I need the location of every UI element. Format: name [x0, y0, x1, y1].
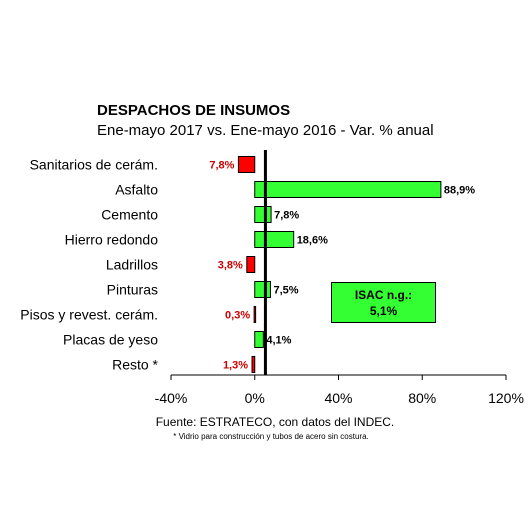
data-label: 18,6%: [297, 235, 328, 247]
x-tick-label: 40%: [324, 390, 352, 406]
category-label: Ladrillos: [106, 257, 158, 273]
category-label: Pisos y revest. cerám.: [20, 307, 158, 323]
data-label: 7,8%: [209, 160, 234, 172]
category-label: Asfalto: [115, 182, 158, 198]
bar: [254, 181, 442, 198]
category-label: Placas de yeso: [63, 332, 158, 348]
isac-label: ISAC n.g.:: [354, 288, 413, 302]
isac-value: 5,1%: [369, 304, 398, 318]
footnote: * Vidrio para construcción y tubos de ac…: [173, 432, 369, 441]
x-tick-label: 120%: [488, 390, 524, 406]
data-label: 1,3%: [223, 360, 248, 372]
isac-box: ISAC n.g.: 5,1%: [331, 282, 436, 323]
bar: [251, 356, 256, 373]
data-label: 3,8%: [218, 260, 243, 272]
x-tick-label: 0%: [245, 390, 265, 406]
data-label: 88,9%: [444, 185, 475, 197]
category-label: Resto *: [112, 357, 158, 373]
data-label: 4,1%: [266, 335, 291, 347]
bar: [253, 306, 257, 323]
x-tick-label: 80%: [408, 390, 436, 406]
category-label: Sanitarios de cerám.: [30, 157, 158, 173]
category-label: Pinturas: [107, 282, 158, 298]
category-label: Cemento: [101, 207, 158, 223]
bar: [246, 256, 256, 273]
source-note: Fuente: ESTRATECO, con datos del INDEC.: [155, 415, 395, 429]
category-label: Hierro redondo: [65, 232, 159, 248]
data-label: 7,5%: [273, 285, 298, 297]
bar: [254, 231, 295, 248]
chart-title: DESPACHOS DE INSUMOS: [97, 102, 291, 119]
bar: [254, 281, 271, 298]
bar: [237, 156, 256, 173]
chart-subtitle: Ene-mayo 2017 vs. Ene-mayo 2016 - Var. %…: [97, 122, 434, 139]
bar: [254, 331, 264, 348]
data-label: 7,8%: [274, 210, 299, 222]
data-label: 0,3%: [225, 310, 250, 322]
x-tick-label: -40%: [155, 390, 188, 406]
bar: [254, 206, 272, 223]
